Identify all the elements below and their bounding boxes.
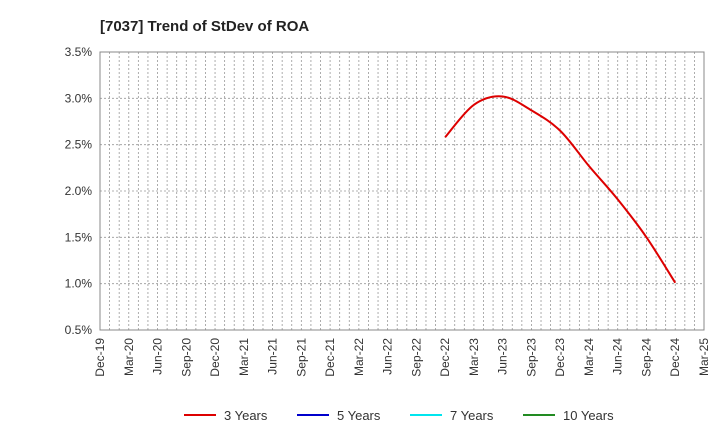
y-tick-label: 1.5% bbox=[65, 230, 93, 244]
legend-label: 10 Years bbox=[563, 408, 614, 423]
y-tick-label: 3.5% bbox=[65, 45, 93, 59]
y-tick-label: 2.0% bbox=[65, 184, 93, 198]
x-tick-label: Sep-22 bbox=[409, 338, 423, 377]
x-tick-label: Jun-24 bbox=[611, 338, 625, 375]
x-tick-label: Sep-21 bbox=[294, 338, 308, 377]
series-line-3-years bbox=[444, 95, 677, 284]
gridlines bbox=[99, 51, 704, 331]
x-tick-label: Jun-23 bbox=[496, 338, 510, 375]
x-tick-label: Mar-20 bbox=[122, 338, 136, 376]
chart-title: [7037] Trend of StDev of ROA bbox=[100, 18, 309, 35]
x-tick-label: Dec-20 bbox=[208, 338, 222, 377]
y-tick-label: 0.5% bbox=[65, 323, 93, 337]
y-tick-label: 3.0% bbox=[65, 91, 93, 105]
x-tick-label: Dec-24 bbox=[668, 338, 682, 377]
x-axis: Dec-19 Mar-20 Jun-20 Sep-20 Dec-20 Mar-21 Jun-… bbox=[93, 338, 711, 377]
plot-area-frame bbox=[99, 51, 705, 331]
y-tick-label: 2.5% bbox=[65, 138, 93, 152]
x-tick-label: Dec-23 bbox=[553, 338, 567, 377]
x-tick-label: Jun-20 bbox=[151, 338, 165, 375]
legend-label: 5 Years bbox=[337, 408, 381, 423]
x-tick-label: Dec-22 bbox=[438, 338, 452, 377]
x-tick-label: Dec-19 bbox=[93, 338, 107, 377]
legend-label: 7 Years bbox=[450, 408, 494, 423]
x-tick-label: Mar-23 bbox=[467, 338, 481, 376]
x-tick-label: Jun-21 bbox=[266, 338, 280, 375]
y-tick-label: 1.0% bbox=[65, 277, 93, 291]
x-tick-label: Mar-22 bbox=[352, 338, 366, 376]
x-tick-label: Dec-21 bbox=[323, 338, 337, 377]
series-lines bbox=[444, 95, 677, 284]
x-tick-label: Sep-24 bbox=[639, 338, 653, 377]
legend-label: 3 Years bbox=[224, 408, 268, 423]
x-tick-label: Jun-22 bbox=[381, 338, 395, 375]
legend: 3 Years 5 Years 7 Years 10 Years bbox=[184, 408, 614, 423]
x-tick-label: Sep-20 bbox=[179, 338, 193, 377]
y-axis: 0.5% 1.0% 1.5% 2.0% 2.5% 3.0% 3.5% bbox=[65, 45, 93, 337]
x-tick-label: Mar-21 bbox=[237, 338, 251, 376]
x-tick-label: Mar-25 bbox=[697, 338, 711, 376]
x-tick-label: Sep-23 bbox=[524, 338, 538, 377]
x-tick-label: Mar-24 bbox=[582, 338, 596, 376]
